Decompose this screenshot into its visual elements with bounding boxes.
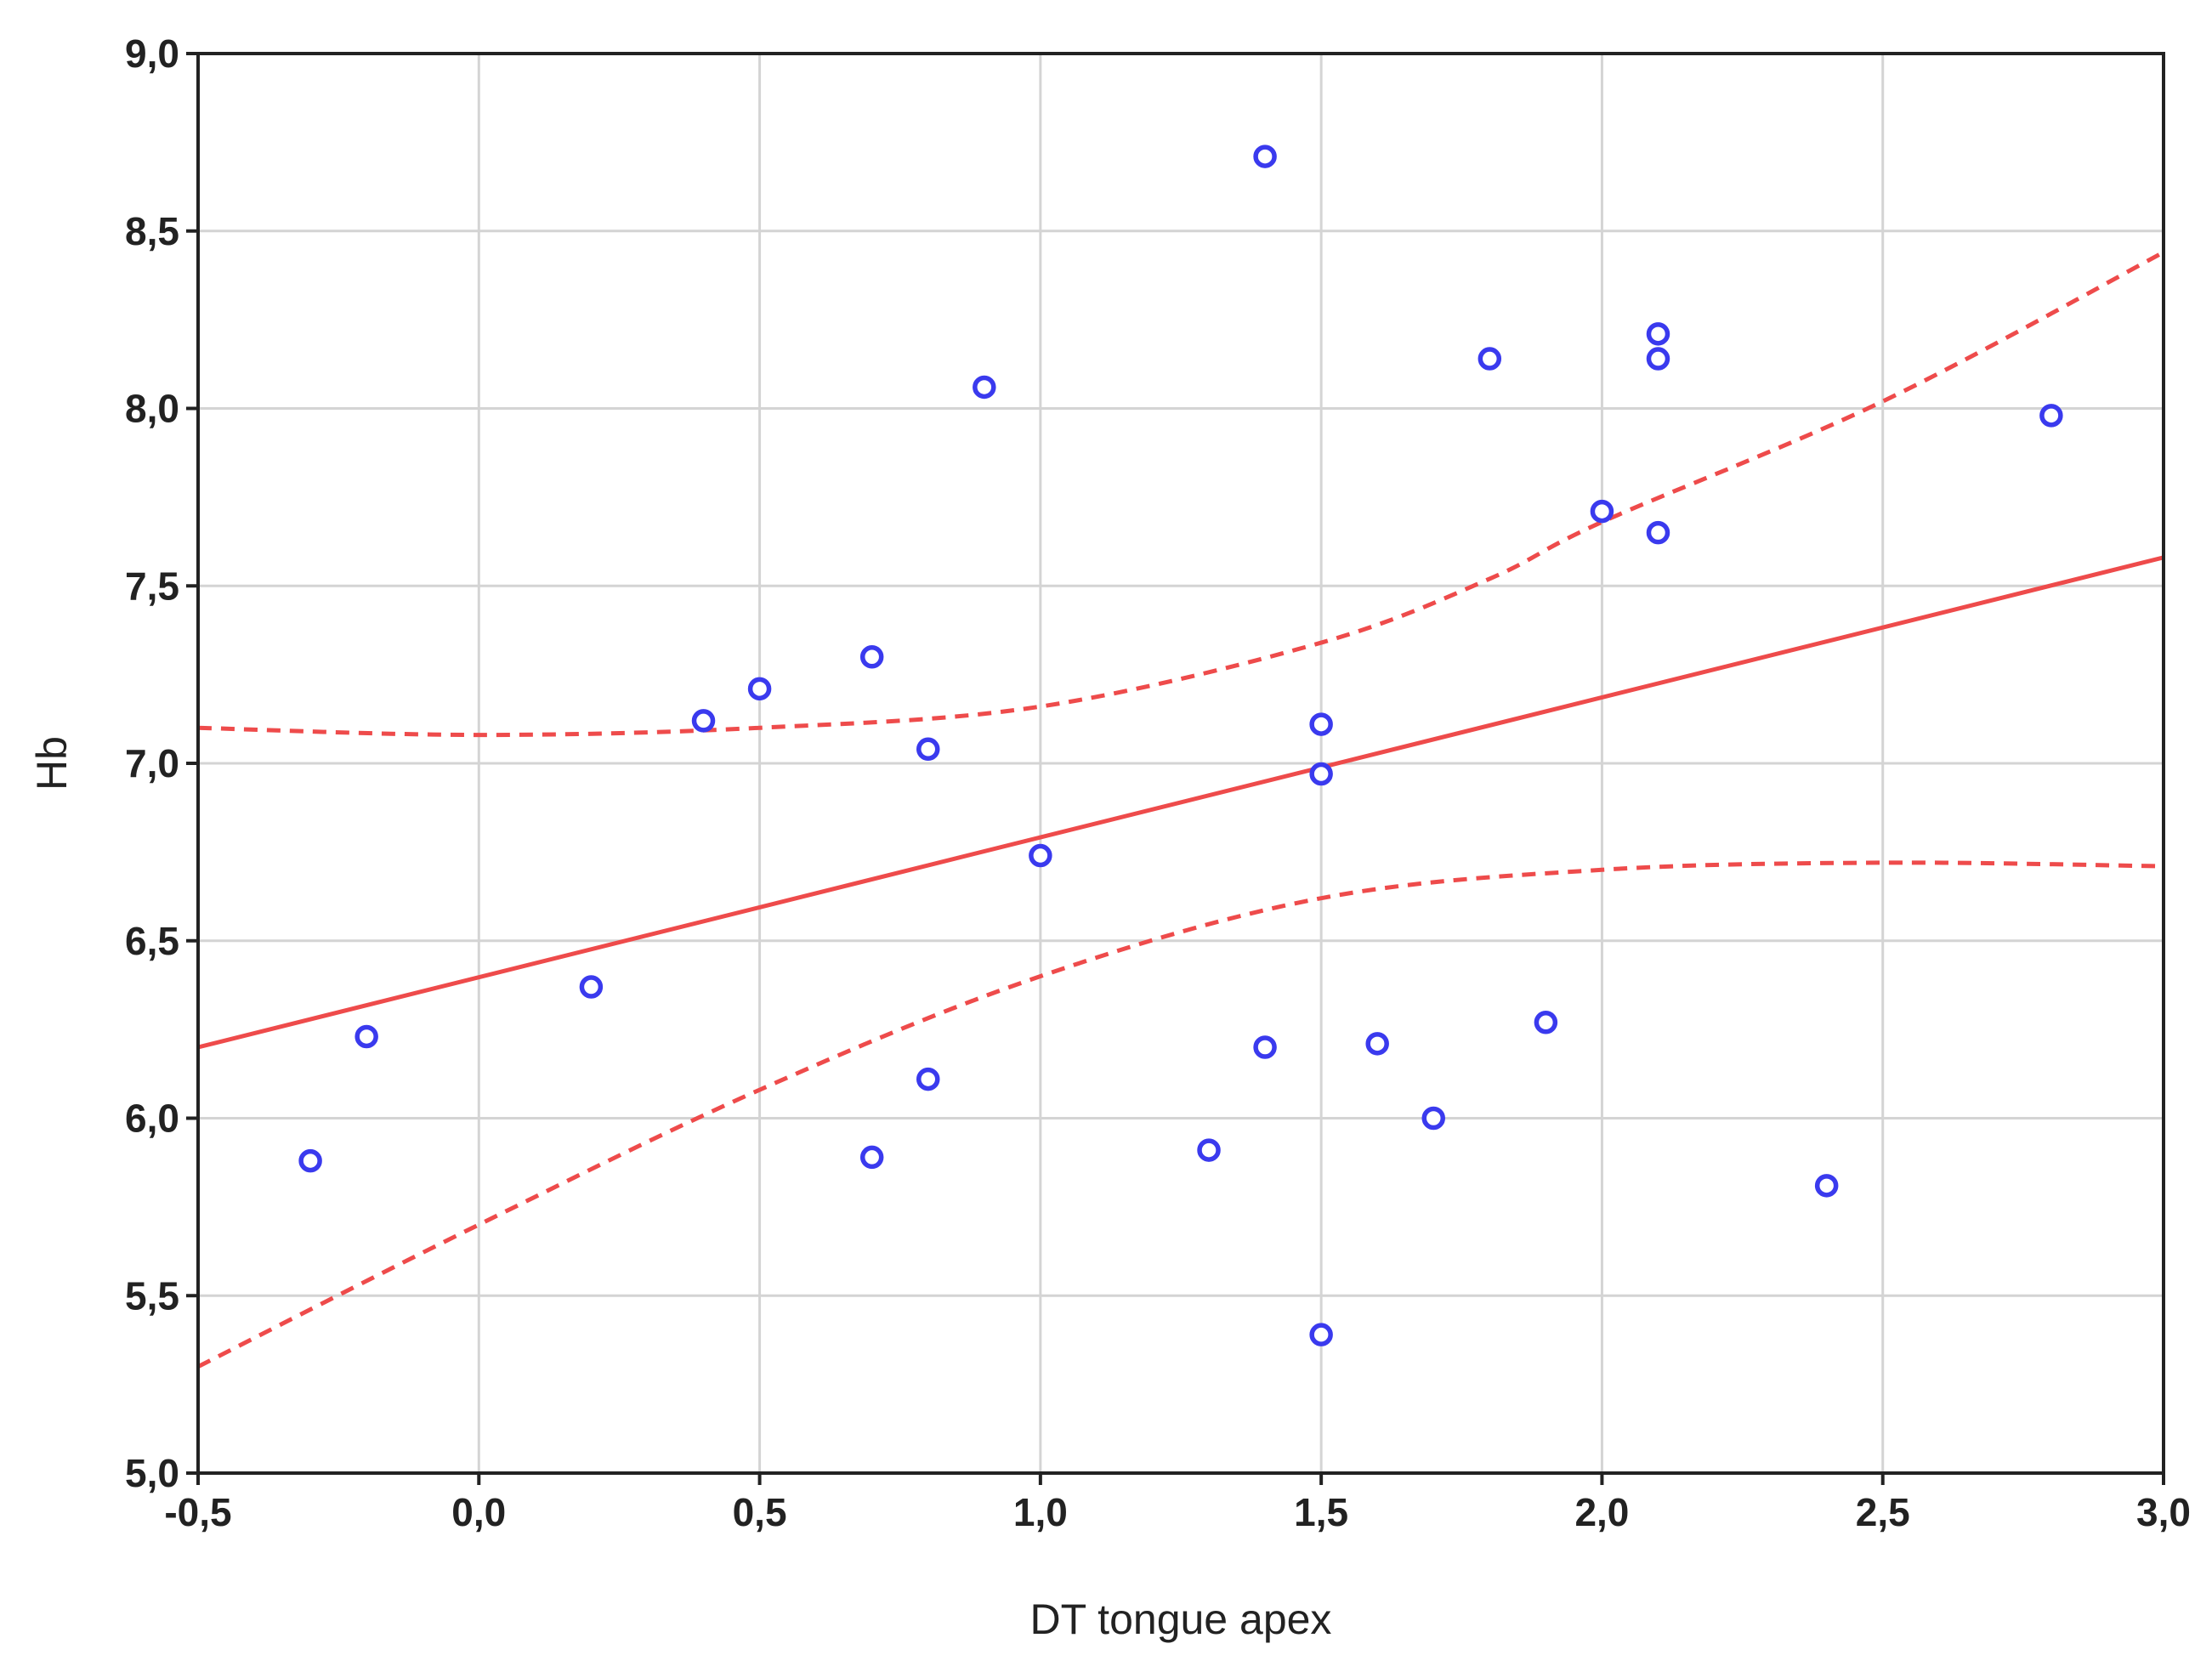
y-tick-label: 8,0 xyxy=(125,387,179,431)
data-point xyxy=(1253,145,1277,168)
y-tick-label: 5,5 xyxy=(125,1273,179,1318)
y-tick-label: 7,5 xyxy=(125,564,179,608)
y-tick-label: 6,0 xyxy=(125,1097,179,1141)
x-tick-label: -0,5 xyxy=(164,1490,231,1534)
data-point xyxy=(1646,347,1670,371)
data-point xyxy=(1197,1138,1221,1162)
x-tick-label: 2,0 xyxy=(1574,1490,1629,1534)
x-axis-ticks: -0,5 0,0 0,5 1,0 1,5 2,0 2,5 3,0 xyxy=(164,1473,2191,1534)
data-point xyxy=(1814,1174,1839,1198)
x-tick-label: 0,0 xyxy=(451,1490,506,1534)
x-tick-label: 3,0 xyxy=(2136,1490,2191,1534)
data-point xyxy=(1590,499,1614,524)
regression-line-group xyxy=(197,555,2164,1050)
y-tick-label: 7,0 xyxy=(125,741,179,785)
x-axis-title: DT tongue apex xyxy=(1030,1595,1332,1643)
grid xyxy=(198,54,2164,1473)
x-tick-label: 1,0 xyxy=(1013,1490,1068,1534)
x-tick-label: 0,5 xyxy=(733,1490,787,1534)
y-tick-label: 9,0 xyxy=(125,31,179,76)
data-point xyxy=(691,709,716,733)
data-point xyxy=(916,1067,940,1091)
data-point xyxy=(1365,1032,1389,1056)
data-point xyxy=(859,645,884,669)
data-point xyxy=(1253,1035,1277,1059)
data-point xyxy=(859,1145,884,1170)
data-point xyxy=(1646,520,1670,545)
x-tick-label: 2,5 xyxy=(1856,1490,1910,1534)
y-tick-label: 8,5 xyxy=(125,209,179,253)
data-point xyxy=(1478,347,1502,371)
data-point xyxy=(1309,762,1333,786)
data-point xyxy=(1029,843,1052,868)
y-axis-ticks: 5,0 5,5 6,0 6,5 7,0 7,5 8,0 8,5 9,0 xyxy=(125,31,198,1495)
confidence-lower-line xyxy=(196,860,2164,1369)
data-point xyxy=(1309,1323,1333,1346)
y-tick-label: 5,0 xyxy=(125,1451,179,1495)
data-point xyxy=(1534,1011,1558,1034)
y-tick-label: 6,5 xyxy=(125,919,179,963)
data-point xyxy=(916,737,940,762)
data-point xyxy=(298,1148,322,1173)
data-point xyxy=(1309,712,1333,736)
regression-line xyxy=(197,555,2164,1050)
y-axis-title: Hb xyxy=(28,736,76,791)
data-point xyxy=(1421,1106,1446,1131)
data-point xyxy=(747,677,772,701)
data-point xyxy=(354,1024,378,1049)
data-points xyxy=(298,145,2063,1346)
data-point xyxy=(1646,322,1670,346)
x-tick-label: 1,5 xyxy=(1294,1490,1348,1534)
confidence-upper-line xyxy=(197,250,2165,738)
confidence-bands xyxy=(196,250,2165,1369)
data-point xyxy=(2039,404,2063,428)
data-point xyxy=(973,375,996,400)
data-point xyxy=(579,975,604,999)
